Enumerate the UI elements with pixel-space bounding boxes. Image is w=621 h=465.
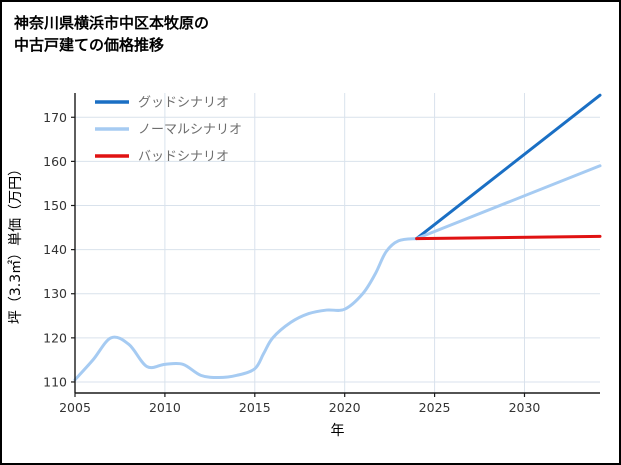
x-tick-label: 2015	[239, 400, 271, 415]
x-tick-label: 2010	[149, 400, 181, 415]
gridlines	[74, 93, 600, 393]
y-tick-label: 150	[43, 198, 67, 213]
legend-label-bad-scenario: バッドシナリオ	[138, 150, 229, 165]
x-tick-label: 2005	[59, 400, 91, 415]
x-tick-label: 2030	[509, 400, 541, 415]
chart-title-line2: 中古戸建ての価格推移	[14, 36, 165, 54]
y-axis-label: 坪（3.3㎡）単価（万円）	[8, 162, 24, 324]
x-axis-label: 年	[331, 423, 345, 439]
axes: 2005 2010 2015 2020 2025 2030 110 120 130 140 150 1…	[43, 93, 600, 415]
y-tick-label: 140	[43, 242, 67, 257]
price-trend-chart: 2005 2010 2015 2020 2025 2030 110 120 130 140 150 1…	[8, 93, 602, 439]
y-tick-label: 110	[43, 374, 67, 389]
legend-label-normal-scenario: ノーマルシナリオ	[138, 123, 242, 138]
legend-label-good-scenario: グッドシナリオ	[138, 96, 229, 111]
chart-title-line1: 神奈川県横浜市中区本牧原の	[14, 14, 210, 32]
series-line-bad-scenario	[415, 234, 602, 241]
x-tick-label: 2020	[329, 400, 361, 415]
series-line-normal-scenario	[415, 164, 602, 241]
y-tick-label: 120	[43, 330, 67, 345]
x-tick-label: 2025	[419, 400, 451, 415]
y-tick-label: 160	[43, 154, 67, 169]
y-tick-label: 170	[43, 110, 67, 125]
series-line-good-scenario	[415, 93, 602, 241]
chart-title: 神奈川県横浜市中区本牧原の 中古戸建ての価格推移	[2, 2, 619, 61]
y-tick-label: 130	[43, 286, 67, 301]
series-line-historical	[73, 237, 419, 382]
series-group	[73, 93, 602, 382]
